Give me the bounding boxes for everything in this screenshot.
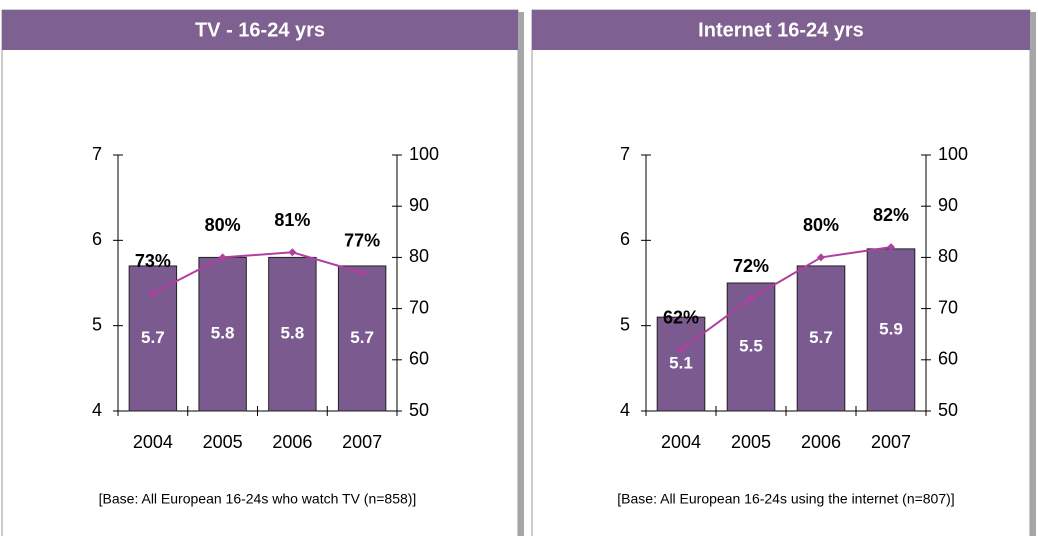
y-tick-label: 5 <box>620 314 630 334</box>
y2-tick-label: 100 <box>409 144 439 164</box>
line-value-label: 72% <box>733 256 769 276</box>
panel-shadow <box>518 12 524 536</box>
line-value-label: 80% <box>803 215 839 235</box>
x-tick-label: 2006 <box>801 432 841 452</box>
line-value-label: 73% <box>135 251 171 271</box>
panel-header <box>532 10 1030 50</box>
line-value-label: 77% <box>344 231 380 251</box>
base-note: [Base: All European 16-24s who watch TV … <box>99 491 417 507</box>
panel-header <box>2 10 518 50</box>
bar-value-label: 5.5 <box>739 336 763 355</box>
line-point <box>148 289 157 298</box>
line <box>680 246 892 351</box>
panel-left <box>1 9 519 536</box>
y2-tick-label: 50 <box>409 400 429 420</box>
y2-tick-label: 70 <box>938 297 958 317</box>
y2-tick-label: 90 <box>409 195 429 215</box>
y-tick-label: 4 <box>620 400 630 420</box>
line-value-label: 62% <box>663 307 699 327</box>
bar-value-label: 5.7 <box>809 328 833 347</box>
panel-title: TV - 16-24 yrs <box>195 19 325 41</box>
y-tick-label: 4 <box>92 400 102 420</box>
line-value-label: 80% <box>205 215 241 235</box>
y2-tick-label: 70 <box>409 297 429 317</box>
panel-right <box>531 9 1031 536</box>
y2-tick-label: 80 <box>938 246 958 266</box>
bar-value-label: 5.7 <box>141 328 165 347</box>
line-point <box>887 243 895 252</box>
line <box>152 251 363 295</box>
y2-tick-label: 60 <box>409 349 429 369</box>
line-point <box>218 253 227 262</box>
panel-title: Internet 16-24 yrs <box>698 19 864 41</box>
bar <box>866 248 916 412</box>
bar-value-label: 5.8 <box>211 324 235 343</box>
bar-value-label: 5.8 <box>281 324 305 343</box>
x-tick-label: 2004 <box>661 432 701 452</box>
bar <box>198 256 247 412</box>
y-tick-label: 6 <box>620 229 630 249</box>
bar-value-label: 5.9 <box>879 319 903 338</box>
base-note: [Base: All European 16-24s using the int… <box>617 491 954 507</box>
bar-value-label: 5.1 <box>669 354 693 373</box>
line-point <box>817 253 825 262</box>
x-tick-label: 2005 <box>731 432 771 452</box>
line-point <box>677 345 685 354</box>
line-point <box>358 268 367 277</box>
bar <box>656 316 706 412</box>
bar-value-label: 5.7 <box>350 328 374 347</box>
y-tick-label: 7 <box>620 144 630 164</box>
x-tick-label: 2004 <box>133 432 173 452</box>
bar <box>268 256 317 412</box>
x-tick-label: 2005 <box>203 432 243 452</box>
y-tick-label: 5 <box>92 314 102 334</box>
line-point <box>747 294 755 303</box>
x-tick-label: 2007 <box>342 432 382 452</box>
y-tick-label: 6 <box>92 229 102 249</box>
line-value-label: 82% <box>873 205 909 225</box>
line-point <box>288 248 297 257</box>
bar <box>726 282 776 412</box>
y2-tick-label: 50 <box>938 400 958 420</box>
y2-tick-label: 90 <box>938 195 958 215</box>
bar <box>337 265 387 412</box>
y2-tick-label: 60 <box>938 349 958 369</box>
y2-tick-label: 100 <box>938 144 968 164</box>
x-tick-label: 2007 <box>871 432 911 452</box>
line-value-label: 81% <box>274 210 310 230</box>
bar <box>796 265 846 412</box>
y2-tick-label: 80 <box>409 246 429 266</box>
y-tick-label: 7 <box>92 144 102 164</box>
panel-shadow <box>1030 12 1036 536</box>
x-tick-label: 2006 <box>272 432 312 452</box>
